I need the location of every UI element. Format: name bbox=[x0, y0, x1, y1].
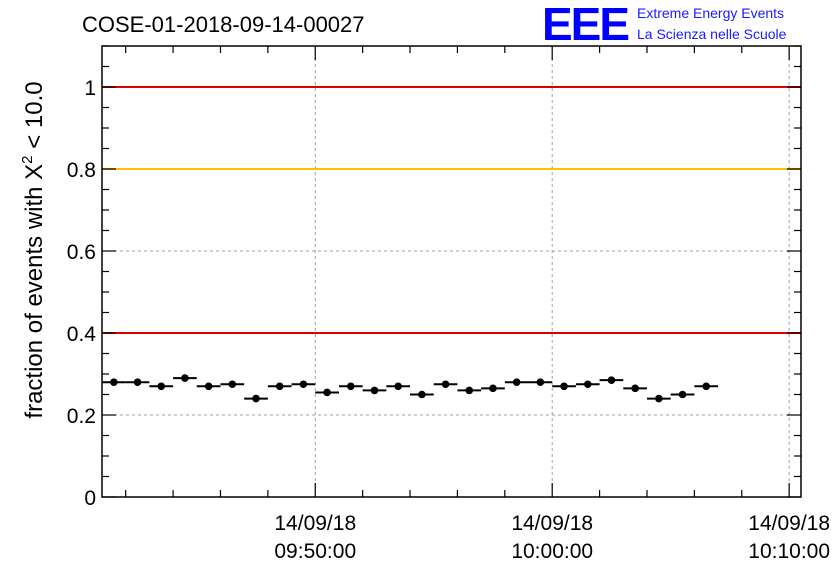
data-point bbox=[204, 382, 213, 391]
data-point bbox=[275, 382, 284, 391]
data-point bbox=[536, 378, 545, 387]
data-point bbox=[370, 386, 379, 395]
data-point bbox=[110, 378, 118, 387]
y-axis-label-symbol: X bbox=[21, 164, 48, 180]
data-point bbox=[583, 380, 592, 389]
logo-mark: EEE bbox=[542, 0, 628, 50]
x-tick-date-label: 14/09/18 bbox=[748, 512, 830, 535]
x-tick-time-label: 09:50:00 bbox=[274, 540, 356, 563]
data-point bbox=[465, 386, 474, 395]
data-point bbox=[181, 374, 189, 382]
data-point bbox=[228, 380, 237, 389]
y-axis-label-suffix: < 10.0 bbox=[21, 81, 48, 155]
data-point bbox=[512, 378, 521, 387]
x-tick-time-label: 10:00:00 bbox=[511, 540, 593, 563]
data-point bbox=[394, 382, 402, 391]
data-point bbox=[441, 380, 450, 389]
y-tick-label: 0.4 bbox=[67, 323, 97, 346]
reference-lines bbox=[102, 86, 801, 334]
y-tick-label: 0.6 bbox=[67, 241, 96, 264]
data-point bbox=[489, 384, 497, 393]
y-axis-label: fraction of events with X2 < 10.0 bbox=[19, 81, 48, 418]
data-point bbox=[607, 376, 616, 384]
x-tick-time-label: 10:10:00 bbox=[748, 540, 830, 563]
data-point bbox=[133, 378, 142, 387]
data-point bbox=[346, 382, 355, 391]
data-points bbox=[102, 374, 719, 403]
data-point bbox=[678, 390, 687, 399]
data-point bbox=[157, 382, 166, 391]
logo-line-1: Extreme Energy Events bbox=[637, 5, 784, 21]
data-point bbox=[323, 388, 331, 397]
data-point bbox=[655, 394, 663, 403]
y-tick-label: 0.8 bbox=[67, 159, 96, 182]
eee-logo: EEE Extreme Energy Events La Scienza nel… bbox=[542, 0, 787, 50]
y-axis-label-exponent: 2 bbox=[19, 155, 36, 163]
x-tick-date-label: 14/09/18 bbox=[274, 512, 356, 535]
y-tick-label: 0 bbox=[84, 487, 96, 510]
data-point bbox=[299, 380, 308, 389]
data-point bbox=[560, 382, 568, 391]
data-point bbox=[418, 390, 426, 399]
x-tick-date-label: 14/09/18 bbox=[511, 512, 593, 535]
plot-frame bbox=[101, 45, 802, 498]
data-point bbox=[631, 384, 639, 393]
logo-line-2: La Scienza nelle Scuole bbox=[637, 26, 787, 42]
chart-title: COSE-01-2018-09-14-00027 bbox=[82, 12, 365, 37]
data-point bbox=[702, 382, 711, 391]
axes: 0 0.2 0.4 0.6 0.8 1 14/09/18 09:50:00 14/09/18 10… bbox=[67, 45, 830, 563]
y-tick-label: 0.2 bbox=[67, 405, 96, 428]
grid bbox=[102, 46, 801, 497]
y-tick-label: 1 bbox=[84, 77, 96, 100]
data-point bbox=[252, 394, 260, 403]
y-axis-label-prefix: fraction of events with bbox=[21, 180, 48, 419]
